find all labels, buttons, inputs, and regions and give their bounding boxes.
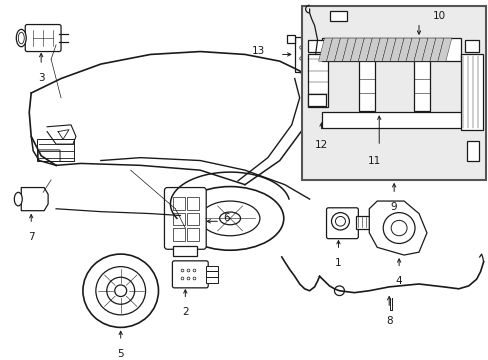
- Polygon shape: [368, 201, 426, 255]
- Polygon shape: [382, 38, 395, 61]
- Bar: [173, 246, 197, 256]
- Circle shape: [335, 216, 345, 226]
- Bar: [206, 277, 218, 283]
- Bar: [187, 213, 199, 225]
- FancyBboxPatch shape: [38, 150, 60, 162]
- Text: 2: 2: [182, 307, 188, 317]
- Bar: [321, 38, 460, 61]
- Text: 6: 6: [223, 213, 229, 224]
- Text: 7: 7: [28, 232, 35, 242]
- Circle shape: [83, 254, 158, 327]
- Bar: [466, 141, 478, 161]
- Circle shape: [106, 277, 134, 304]
- Circle shape: [390, 220, 406, 236]
- Bar: [460, 54, 482, 130]
- FancyBboxPatch shape: [25, 24, 61, 51]
- Bar: [359, 61, 374, 111]
- Ellipse shape: [219, 212, 240, 225]
- Text: 10: 10: [431, 11, 445, 21]
- Ellipse shape: [18, 32, 24, 44]
- Polygon shape: [334, 38, 347, 61]
- Polygon shape: [405, 38, 419, 61]
- Bar: [311, 77, 331, 119]
- Polygon shape: [421, 38, 435, 61]
- Polygon shape: [326, 38, 340, 61]
- Polygon shape: [397, 38, 411, 61]
- Bar: [206, 266, 218, 271]
- Polygon shape: [318, 38, 332, 61]
- Text: 5: 5: [117, 348, 124, 359]
- Polygon shape: [437, 38, 451, 61]
- Bar: [307, 40, 325, 51]
- Ellipse shape: [200, 201, 260, 236]
- Polygon shape: [389, 38, 403, 61]
- Circle shape: [115, 285, 126, 297]
- Bar: [413, 61, 429, 111]
- Text: 3: 3: [38, 73, 44, 83]
- Bar: [307, 54, 327, 108]
- Polygon shape: [358, 38, 371, 61]
- Polygon shape: [413, 38, 427, 61]
- Bar: [307, 94, 325, 105]
- Bar: [321, 112, 465, 128]
- Polygon shape: [350, 38, 364, 61]
- Text: 12: 12: [314, 140, 327, 150]
- Bar: [173, 213, 185, 225]
- Bar: [356, 216, 371, 229]
- Ellipse shape: [176, 186, 283, 250]
- Bar: [294, 37, 306, 72]
- Bar: [329, 11, 346, 21]
- FancyBboxPatch shape: [164, 188, 206, 249]
- Text: 9: 9: [390, 202, 397, 212]
- Circle shape: [334, 286, 344, 296]
- Polygon shape: [373, 38, 387, 61]
- Bar: [286, 35, 294, 43]
- Polygon shape: [21, 188, 48, 211]
- Text: 8: 8: [385, 316, 392, 326]
- Text: 4: 4: [395, 276, 402, 286]
- Text: 1: 1: [334, 258, 341, 268]
- Text: 11: 11: [367, 156, 380, 166]
- Circle shape: [331, 213, 349, 230]
- Bar: [173, 228, 185, 240]
- Ellipse shape: [14, 192, 22, 206]
- Polygon shape: [429, 38, 443, 61]
- Polygon shape: [342, 38, 356, 61]
- Bar: [173, 197, 185, 210]
- Circle shape: [383, 213, 414, 243]
- Bar: [187, 228, 199, 240]
- Polygon shape: [37, 139, 74, 161]
- Circle shape: [96, 267, 145, 315]
- Polygon shape: [366, 38, 380, 61]
- Text: 13: 13: [251, 46, 264, 55]
- FancyBboxPatch shape: [326, 208, 358, 239]
- Bar: [187, 197, 199, 210]
- Bar: [206, 271, 218, 277]
- Bar: [464, 40, 478, 51]
- Bar: [301, 6, 485, 180]
- Ellipse shape: [16, 30, 26, 47]
- FancyBboxPatch shape: [172, 261, 208, 288]
